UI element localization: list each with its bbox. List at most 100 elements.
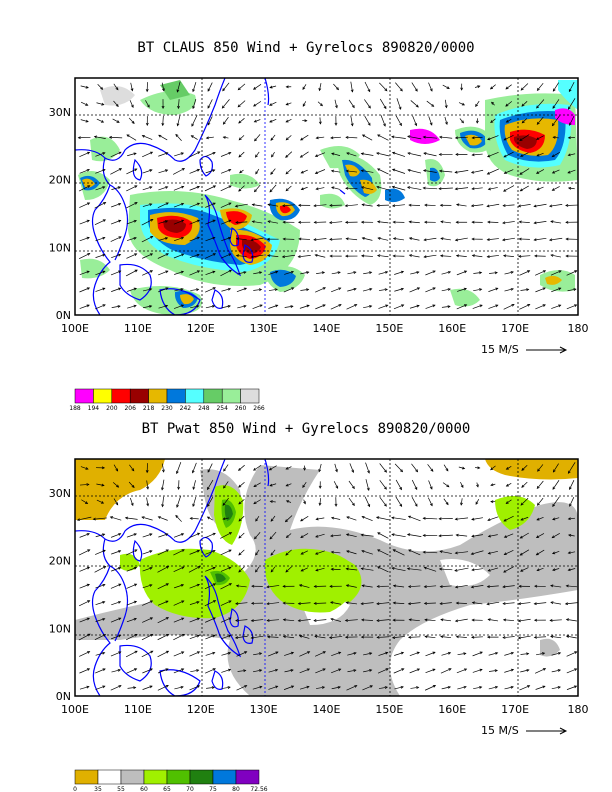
wind-vector [439,187,453,190]
wind-vector [425,287,436,293]
wind-vector [220,532,232,539]
wind-vector-head [565,254,569,258]
wind-vector-head [100,86,104,90]
wind-vector [222,99,230,109]
wind-vector [346,602,358,605]
wind-vector-head [302,103,306,107]
wind-vector [487,585,499,588]
wind-vector-head [304,119,308,123]
wind-vector [191,115,198,127]
lon-label: 160E [438,322,466,335]
colorbar-swatch [143,769,168,785]
wind-vector [395,479,402,490]
wind-vector [329,238,342,240]
wind-vector [235,602,248,605]
wind-vector-head [85,501,89,504]
wind-vector [238,83,246,91]
wind-vector [455,517,469,520]
panel2-wind-vectors [76,462,578,691]
wind-vector-head [494,271,498,275]
wind-vector-head [461,102,466,106]
wind-vector-head [568,533,572,537]
wind-vector-head [486,154,491,158]
wind-vector [331,517,341,520]
wind-vector-head [479,686,483,689]
wind-vector-head [133,304,137,308]
colorbar-label: 70 [186,786,194,792]
wind-vector-head [454,170,458,174]
wind-vector [536,186,544,190]
wind-vector-head [384,469,387,473]
wind-vector-head [558,270,562,273]
wind-vector [536,169,545,174]
wind-vector-head [102,219,107,223]
wind-vector [172,168,185,175]
wind-vector-head [212,617,216,621]
wind-vector-head [536,121,540,125]
wind-vector [471,517,483,520]
wind-vector [162,115,164,126]
wind-vector [158,186,168,191]
wind-vector [269,118,277,123]
wind-vector [238,482,245,488]
colorbar-swatch [166,769,191,785]
wind-vector [361,153,374,156]
wind-vector-head [134,168,138,172]
wind-vector-head [518,220,522,224]
wind-vector-head [181,219,185,223]
wind-vector [487,135,499,140]
wind-vector-head [565,220,569,224]
panel1-vector-ref: 15 M/S [481,343,519,356]
wind-vector [345,204,358,207]
wind-vector [503,636,515,639]
wind-vector [315,550,325,555]
wind-vector-head [392,618,396,622]
wind-vector [207,116,213,126]
wind-vector [204,583,216,590]
wind-vector-head [542,270,547,273]
wind-vector-head [408,254,413,257]
wind-vector [567,169,576,174]
wind-vector [266,585,280,588]
wind-vector-head [118,566,122,570]
wind-vector [142,169,153,174]
wind-vector-head [537,468,541,472]
wind-vector-head [439,254,444,258]
wind-vector-head [181,168,186,171]
wind-vector-head [313,238,317,242]
wind-vector-head [130,502,134,507]
wind-vector [94,136,106,139]
wind-vector [301,186,308,190]
wind-vector-head [234,204,238,208]
wind-vector-head [243,304,247,308]
wind-vector [569,480,575,490]
wind-vector-head [133,566,138,570]
wind-vector-head [255,518,259,522]
colorbar-swatch [148,388,168,404]
wind-vector [565,602,578,605]
wind-vector [456,668,467,674]
wind-vector [333,83,339,90]
wind-vector [238,151,245,158]
wind-vector-head [176,504,179,508]
wind-vector-head [282,584,286,588]
wind-vector-head [235,602,239,606]
wind-vector [519,270,530,276]
wind-vector [487,601,500,605]
wind-vector-head [399,487,402,491]
wind-vector [314,619,327,622]
wind-vector-head [345,186,349,190]
wind-vector-head [239,170,243,174]
wind-vector [454,567,469,572]
wind-vector [520,185,529,192]
wind-vector-head [494,685,499,689]
wind-vector [408,636,421,638]
wind-vector [553,463,559,473]
wind-vector-head [502,238,506,242]
wind-vector [392,152,406,157]
wind-vector [362,204,373,207]
wind-vector [473,272,482,274]
wind-vector-head [235,221,239,224]
wind-vector [488,550,498,554]
wind-vector-head [519,535,523,539]
